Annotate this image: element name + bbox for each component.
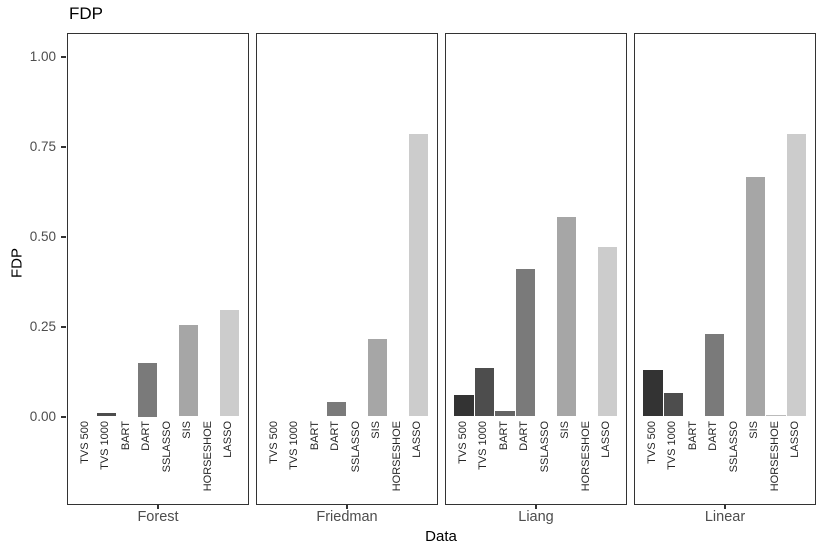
bar-label: BART [497, 421, 510, 451]
bar-label: TVS 500 [267, 421, 280, 464]
bar-label: TVS 1000 [288, 421, 301, 470]
bar-label: DART [329, 421, 342, 451]
bar-label: SSLASSO [538, 421, 551, 473]
facet-label-linear: Linear [704, 509, 746, 525]
y-tick-label: 0.25 [29, 319, 56, 334]
bar-dart [326, 402, 346, 417]
bar-label: LASSO [222, 421, 235, 458]
y-tick-label: 0.50 [29, 229, 56, 244]
bar-label: SSLASSO [727, 421, 740, 473]
bar-label: SSLASSO [349, 421, 362, 473]
bar-label: TVS 500 [456, 421, 469, 464]
bar-label: SIS [559, 421, 572, 439]
bar-tvs-1000 [474, 367, 494, 417]
y-tick-mark [61, 236, 66, 238]
x-tick-mark [535, 505, 537, 509]
bar-label: SIS [181, 421, 194, 439]
bar-lasso [408, 133, 428, 417]
facet-panel-liang: TVS 500 TVS 1000 BART DART SSLASSO SIS HORSESH… [445, 33, 627, 505]
bar-tvs-500 [643, 369, 663, 417]
facet-label-liang: Liang [518, 509, 554, 525]
bar-bart [495, 411, 515, 417]
x-axis-title: Data [425, 528, 457, 545]
bar-label: TVS 500 [645, 421, 658, 464]
y-tick-label: 1.00 [29, 49, 56, 64]
x-tick-mark [346, 505, 348, 509]
bar-label: HORSESHOE [768, 421, 781, 492]
bar-label: SSLASSO [160, 421, 173, 473]
y-tick-mark [61, 326, 66, 328]
bar-label: HORSESHOE [579, 421, 592, 492]
bar-sis [178, 324, 198, 417]
bar-label: DART [707, 421, 720, 451]
bar-label: TVS 1000 [477, 421, 490, 470]
facet-label-forest: Forest [137, 509, 179, 525]
bar-lasso [219, 310, 239, 417]
chart-title: FDP [69, 4, 103, 23]
bar-label: HORSESHOE [201, 421, 214, 492]
y-axis-title: FDP [8, 248, 26, 278]
bar-label: BART [308, 421, 321, 451]
bar-label: TVS 1000 [666, 421, 679, 470]
bar-tvs-1000 [663, 393, 683, 417]
x-tick-mark [157, 505, 159, 509]
y-tick-label: 0.75 [29, 139, 56, 154]
bar-label: TVS 500 [78, 421, 91, 464]
bar-label: TVS 1000 [99, 421, 112, 470]
bar-sis [367, 339, 387, 417]
bar-label: BART [119, 421, 132, 451]
facet-panel-linear: TVS 500 TVS 1000 BART DART SSLASSO SIS HORSESH… [634, 33, 816, 505]
bar-horseshoe [766, 414, 786, 417]
bar-label: DART [140, 421, 153, 451]
facet-panel-forest: TVS 500 TVS 1000 BART DART SSLASSO SIS HORSESH… [67, 33, 249, 505]
y-tick-label: 0.00 [29, 409, 56, 424]
bar-dart [137, 362, 157, 417]
facet-label-friedman: Friedman [316, 509, 378, 525]
y-tick-mark [61, 146, 66, 148]
bar-label: BART [686, 421, 699, 451]
bar-label: LASSO [789, 421, 802, 458]
bar-sis [556, 216, 576, 417]
bar-sis [745, 177, 765, 417]
bar-label: DART [518, 421, 531, 451]
bar-label: LASSO [600, 421, 613, 458]
bar-label: SIS [370, 421, 383, 439]
bar-lasso [597, 247, 617, 417]
x-tick-mark [724, 505, 726, 509]
bar-tvs-500 [454, 394, 474, 417]
bar-lasso [786, 133, 806, 417]
bar-dart [515, 268, 535, 417]
y-tick-mark [61, 56, 66, 58]
facet-panel-friedman: TVS 500 TVS 1000 BART DART SSLASSO SIS HORSESH… [256, 33, 438, 505]
bar-dart [704, 333, 724, 417]
bar-label: SIS [748, 421, 761, 439]
bar-label: LASSO [411, 421, 424, 458]
bar-label: HORSESHOE [390, 421, 403, 492]
y-tick-mark [61, 416, 66, 418]
bar-tvs-1000 [96, 412, 116, 417]
